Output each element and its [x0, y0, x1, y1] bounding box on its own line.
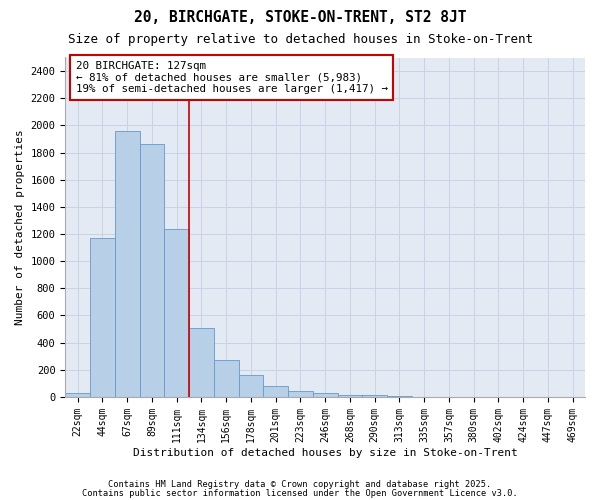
Bar — [338, 395, 362, 397]
Bar — [239, 375, 263, 397]
Bar — [115, 131, 140, 397]
Bar — [387, 396, 412, 397]
Bar — [140, 144, 164, 397]
Bar — [90, 238, 115, 397]
Text: 20, BIRCHGATE, STOKE-ON-TRENT, ST2 8JT: 20, BIRCHGATE, STOKE-ON-TRENT, ST2 8JT — [134, 10, 466, 25]
Y-axis label: Number of detached properties: Number of detached properties — [15, 130, 25, 325]
Bar — [65, 393, 90, 397]
Bar — [164, 228, 189, 397]
X-axis label: Distribution of detached houses by size in Stoke-on-Trent: Distribution of detached houses by size … — [133, 448, 518, 458]
Bar — [189, 328, 214, 397]
Text: Size of property relative to detached houses in Stoke-on-Trent: Size of property relative to detached ho… — [67, 32, 533, 46]
Bar — [214, 360, 239, 397]
Text: Contains public sector information licensed under the Open Government Licence v3: Contains public sector information licen… — [82, 488, 518, 498]
Bar — [288, 391, 313, 397]
Text: 20 BIRCHGATE: 127sqm
← 81% of detached houses are smaller (5,983)
19% of semi-de: 20 BIRCHGATE: 127sqm ← 81% of detached h… — [76, 61, 388, 94]
Bar — [263, 386, 288, 397]
Bar — [362, 395, 387, 397]
Text: Contains HM Land Registry data © Crown copyright and database right 2025.: Contains HM Land Registry data © Crown c… — [109, 480, 491, 489]
Bar — [313, 393, 338, 397]
